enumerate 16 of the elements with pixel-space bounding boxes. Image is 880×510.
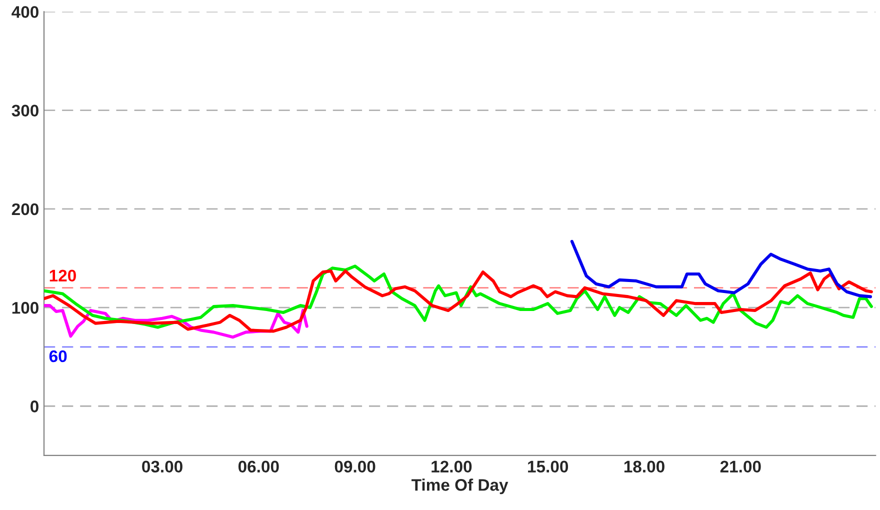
x-axis-title: Time Of Day [412,478,508,494]
line-series [570,240,872,298]
x-tick-label: 15.00 [528,460,568,473]
y-tick-label: 0 [30,400,38,412]
y-tick-label: 200 [12,203,38,216]
x-tick-label: 09.00 [334,460,376,473]
ref-line-label: 60 [49,350,67,362]
ref-line-label: 120 [50,270,76,282]
x-tick-label: 12.00 [432,460,472,473]
y-tick-label: 400 [12,6,38,18]
x-tick-label: 21.00 [720,460,761,473]
y-tick-label: 100 [12,302,38,314]
y-tick-label: 300 [12,104,38,117]
x-tick-label: 06.00 [238,460,279,473]
x-tick-label: 18.00 [624,460,664,473]
x-tick-label: 03.00 [142,460,182,473]
